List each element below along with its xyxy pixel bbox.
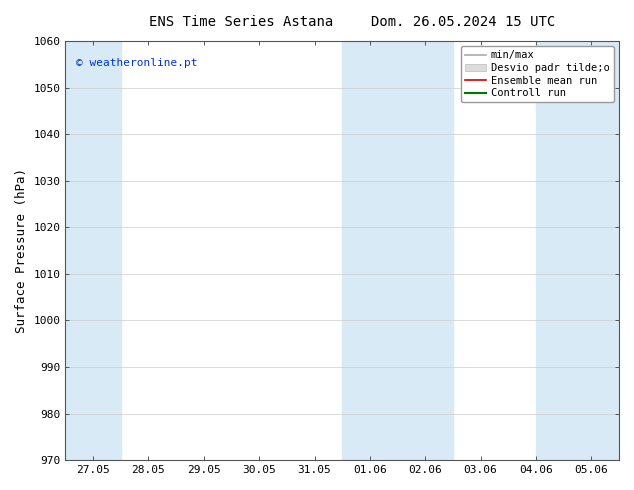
Text: Dom. 26.05.2024 15 UTC: Dom. 26.05.2024 15 UTC [371,15,555,29]
Y-axis label: Surface Pressure (hPa): Surface Pressure (hPa) [15,168,28,333]
Text: © weatheronline.pt: © weatheronline.pt [77,58,198,68]
Legend: min/max, Desvio padr tilde;o, Ensemble mean run, Controll run: min/max, Desvio padr tilde;o, Ensemble m… [461,46,614,102]
Text: ENS Time Series Astana: ENS Time Series Astana [149,15,333,29]
Bar [65,41,120,460]
Bar [536,41,619,460]
Bar [342,41,453,460]
